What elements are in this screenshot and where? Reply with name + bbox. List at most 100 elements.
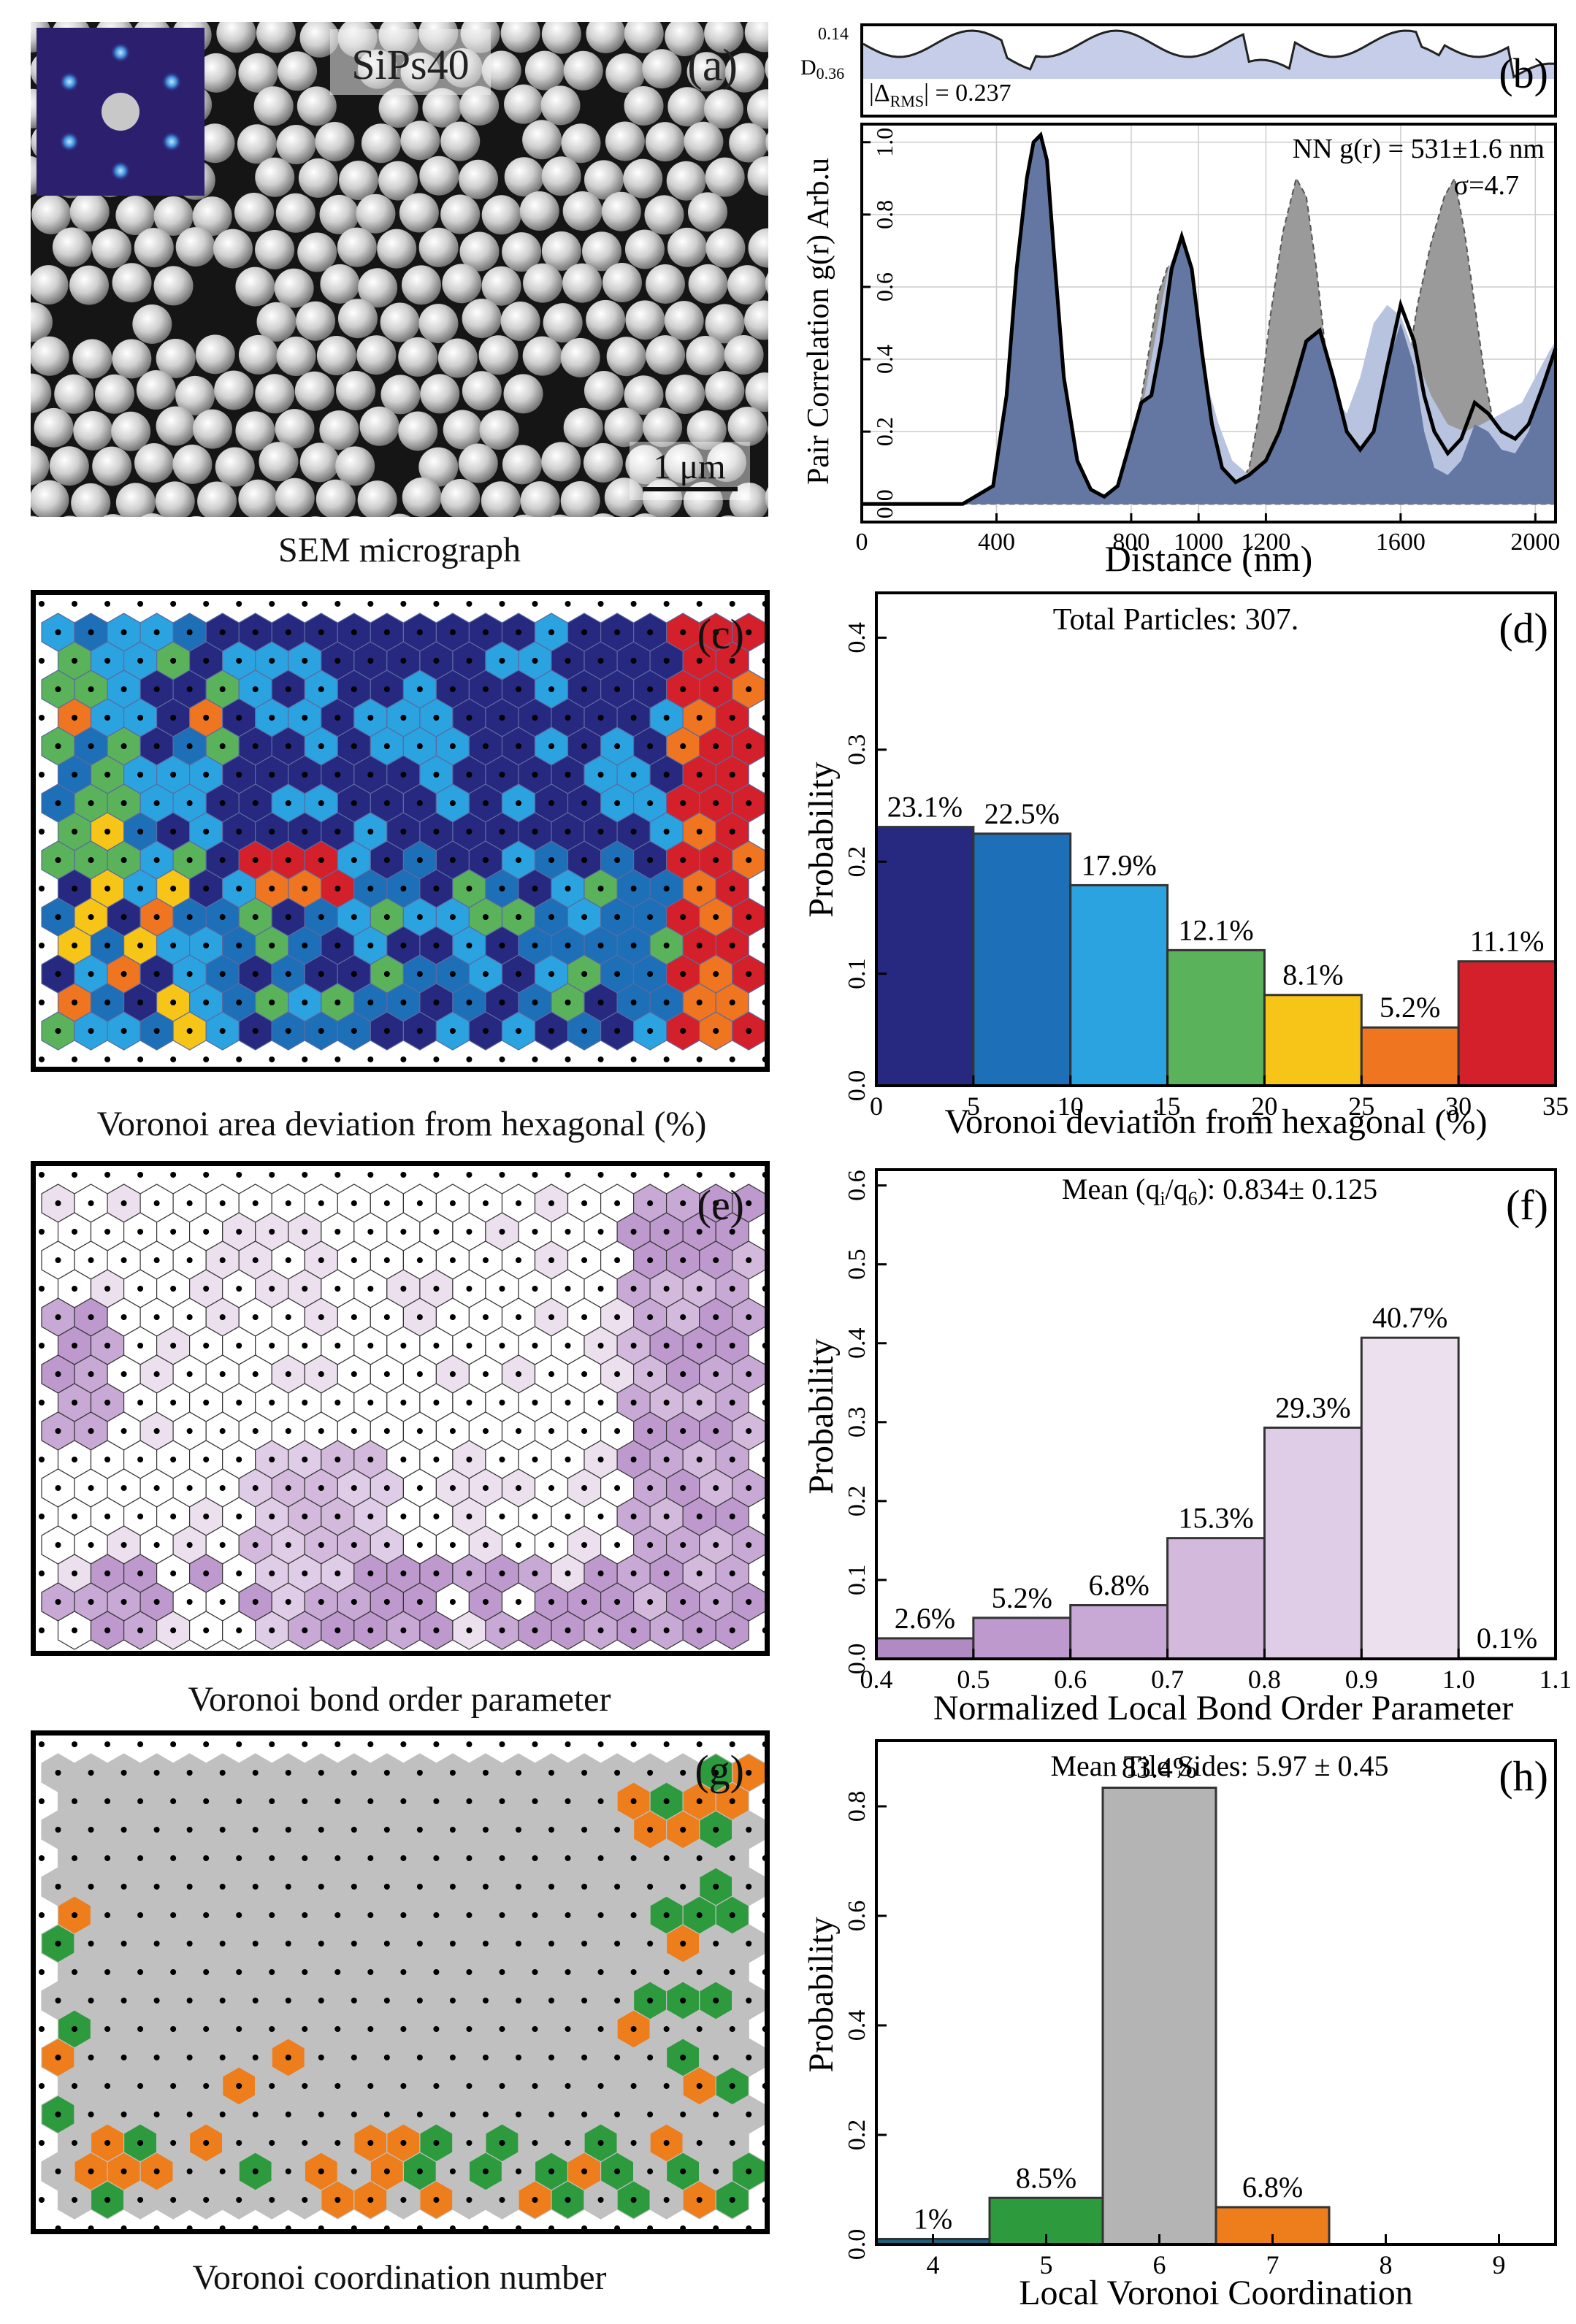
e-site — [548, 1314, 555, 1320]
f-ytick-label: 0.3 — [844, 1407, 871, 1438]
e-site — [252, 1599, 259, 1605]
g-site — [680, 1941, 686, 1947]
g-site — [186, 2168, 193, 2174]
e-site — [351, 1542, 357, 1548]
g-site — [680, 1998, 686, 2003]
g-site — [318, 1827, 324, 1833]
c-site — [482, 857, 489, 863]
sem-sphere — [500, 302, 540, 342]
c-site — [203, 829, 210, 835]
chart-b: 0.14 D0.36 |ΔRMS| = 0.237 (b) 0.00.20.40… — [800, 23, 1560, 577]
e-site — [203, 1627, 210, 1633]
c-site — [383, 914, 390, 920]
g-site — [696, 2197, 703, 2203]
e-site — [269, 1400, 275, 1405]
g-site — [269, 1912, 275, 1918]
g-site — [696, 2140, 703, 2146]
c-site — [762, 772, 765, 778]
sem-sphere — [357, 480, 397, 517]
h-bar-label: 8.5% — [1016, 2161, 1076, 2194]
g-site — [713, 1770, 719, 1776]
sem-sphere — [191, 515, 202, 517]
c-site — [614, 743, 621, 749]
f-xtick-label: 1.1 — [1539, 1665, 1571, 1694]
g-site — [153, 1827, 160, 1833]
e-site — [88, 1314, 94, 1320]
e-site — [351, 1257, 357, 1263]
h-bar-label: 6.8% — [1242, 2171, 1303, 2204]
sem-sphere — [419, 156, 459, 196]
g-site — [236, 1741, 242, 1747]
e-site — [614, 1599, 621, 1605]
e-site — [614, 1314, 621, 1320]
sem-sphere — [705, 370, 745, 410]
e-site — [630, 1286, 637, 1292]
sem-sphere — [481, 50, 521, 91]
g-site — [449, 2055, 456, 2060]
c-site — [55, 914, 61, 920]
c-site — [548, 857, 555, 863]
sem-sphere — [356, 335, 397, 375]
e-site — [334, 1400, 341, 1405]
c-site — [236, 715, 242, 721]
c-site — [318, 971, 324, 977]
c-site — [433, 886, 440, 891]
e-site — [318, 1200, 324, 1206]
e-site — [400, 1286, 407, 1292]
c-site — [548, 743, 555, 749]
e-site — [449, 1428, 456, 1434]
g-site — [170, 2140, 177, 2146]
e-site — [39, 1457, 45, 1462]
e-site — [219, 1200, 226, 1206]
sem-sphere — [437, 338, 478, 378]
c-site — [302, 1056, 308, 1062]
e-site — [466, 1571, 473, 1576]
g-site — [285, 1998, 291, 2003]
e-site — [400, 1229, 407, 1235]
g-site — [351, 1998, 357, 2003]
e-site — [746, 1599, 752, 1605]
c-site — [153, 629, 160, 635]
g-site — [203, 2197, 210, 2203]
e-site — [647, 1314, 654, 1320]
c-site — [88, 914, 94, 920]
c-site — [252, 743, 259, 749]
g-site — [581, 2168, 588, 2174]
g-site — [565, 2083, 571, 2089]
voronoi-area-map: (c) — [31, 590, 770, 1072]
e-site — [663, 1286, 670, 1292]
g-site — [302, 2026, 308, 2032]
sem-sphere — [234, 192, 274, 232]
e-site — [318, 1428, 324, 1434]
e-site — [153, 1200, 160, 1206]
g-site — [88, 1998, 94, 2003]
e-site — [186, 1542, 193, 1548]
sem-sphere — [378, 161, 418, 201]
g-site — [170, 1912, 177, 1918]
g-site — [252, 1884, 259, 1890]
g-site — [499, 1969, 505, 1975]
sem-sphere — [634, 513, 657, 517]
g-site — [482, 2225, 489, 2229]
g-site — [269, 2197, 275, 2203]
g-site — [746, 1770, 752, 1776]
e-site — [663, 1457, 670, 1462]
g-site — [581, 1770, 588, 1776]
c-site — [269, 1000, 275, 1005]
sem-sphere — [115, 196, 156, 236]
g-site — [614, 2055, 621, 2060]
delta-inset-line — [862, 29, 1555, 79]
e-site — [285, 1542, 291, 1548]
sem-sphere — [73, 410, 113, 450]
f-ytick-label: 0.5 — [844, 1249, 871, 1280]
sem-sphere — [563, 407, 603, 448]
c-site — [72, 601, 78, 607]
d-xtick-label: 0 — [870, 1092, 883, 1121]
c-site — [663, 601, 670, 607]
e-site — [433, 1343, 440, 1349]
g-site — [104, 1741, 111, 1747]
g-site — [55, 1998, 61, 2003]
g-site — [581, 2112, 588, 2117]
e-site — [39, 1514, 45, 1519]
sem-sphere — [69, 265, 110, 305]
